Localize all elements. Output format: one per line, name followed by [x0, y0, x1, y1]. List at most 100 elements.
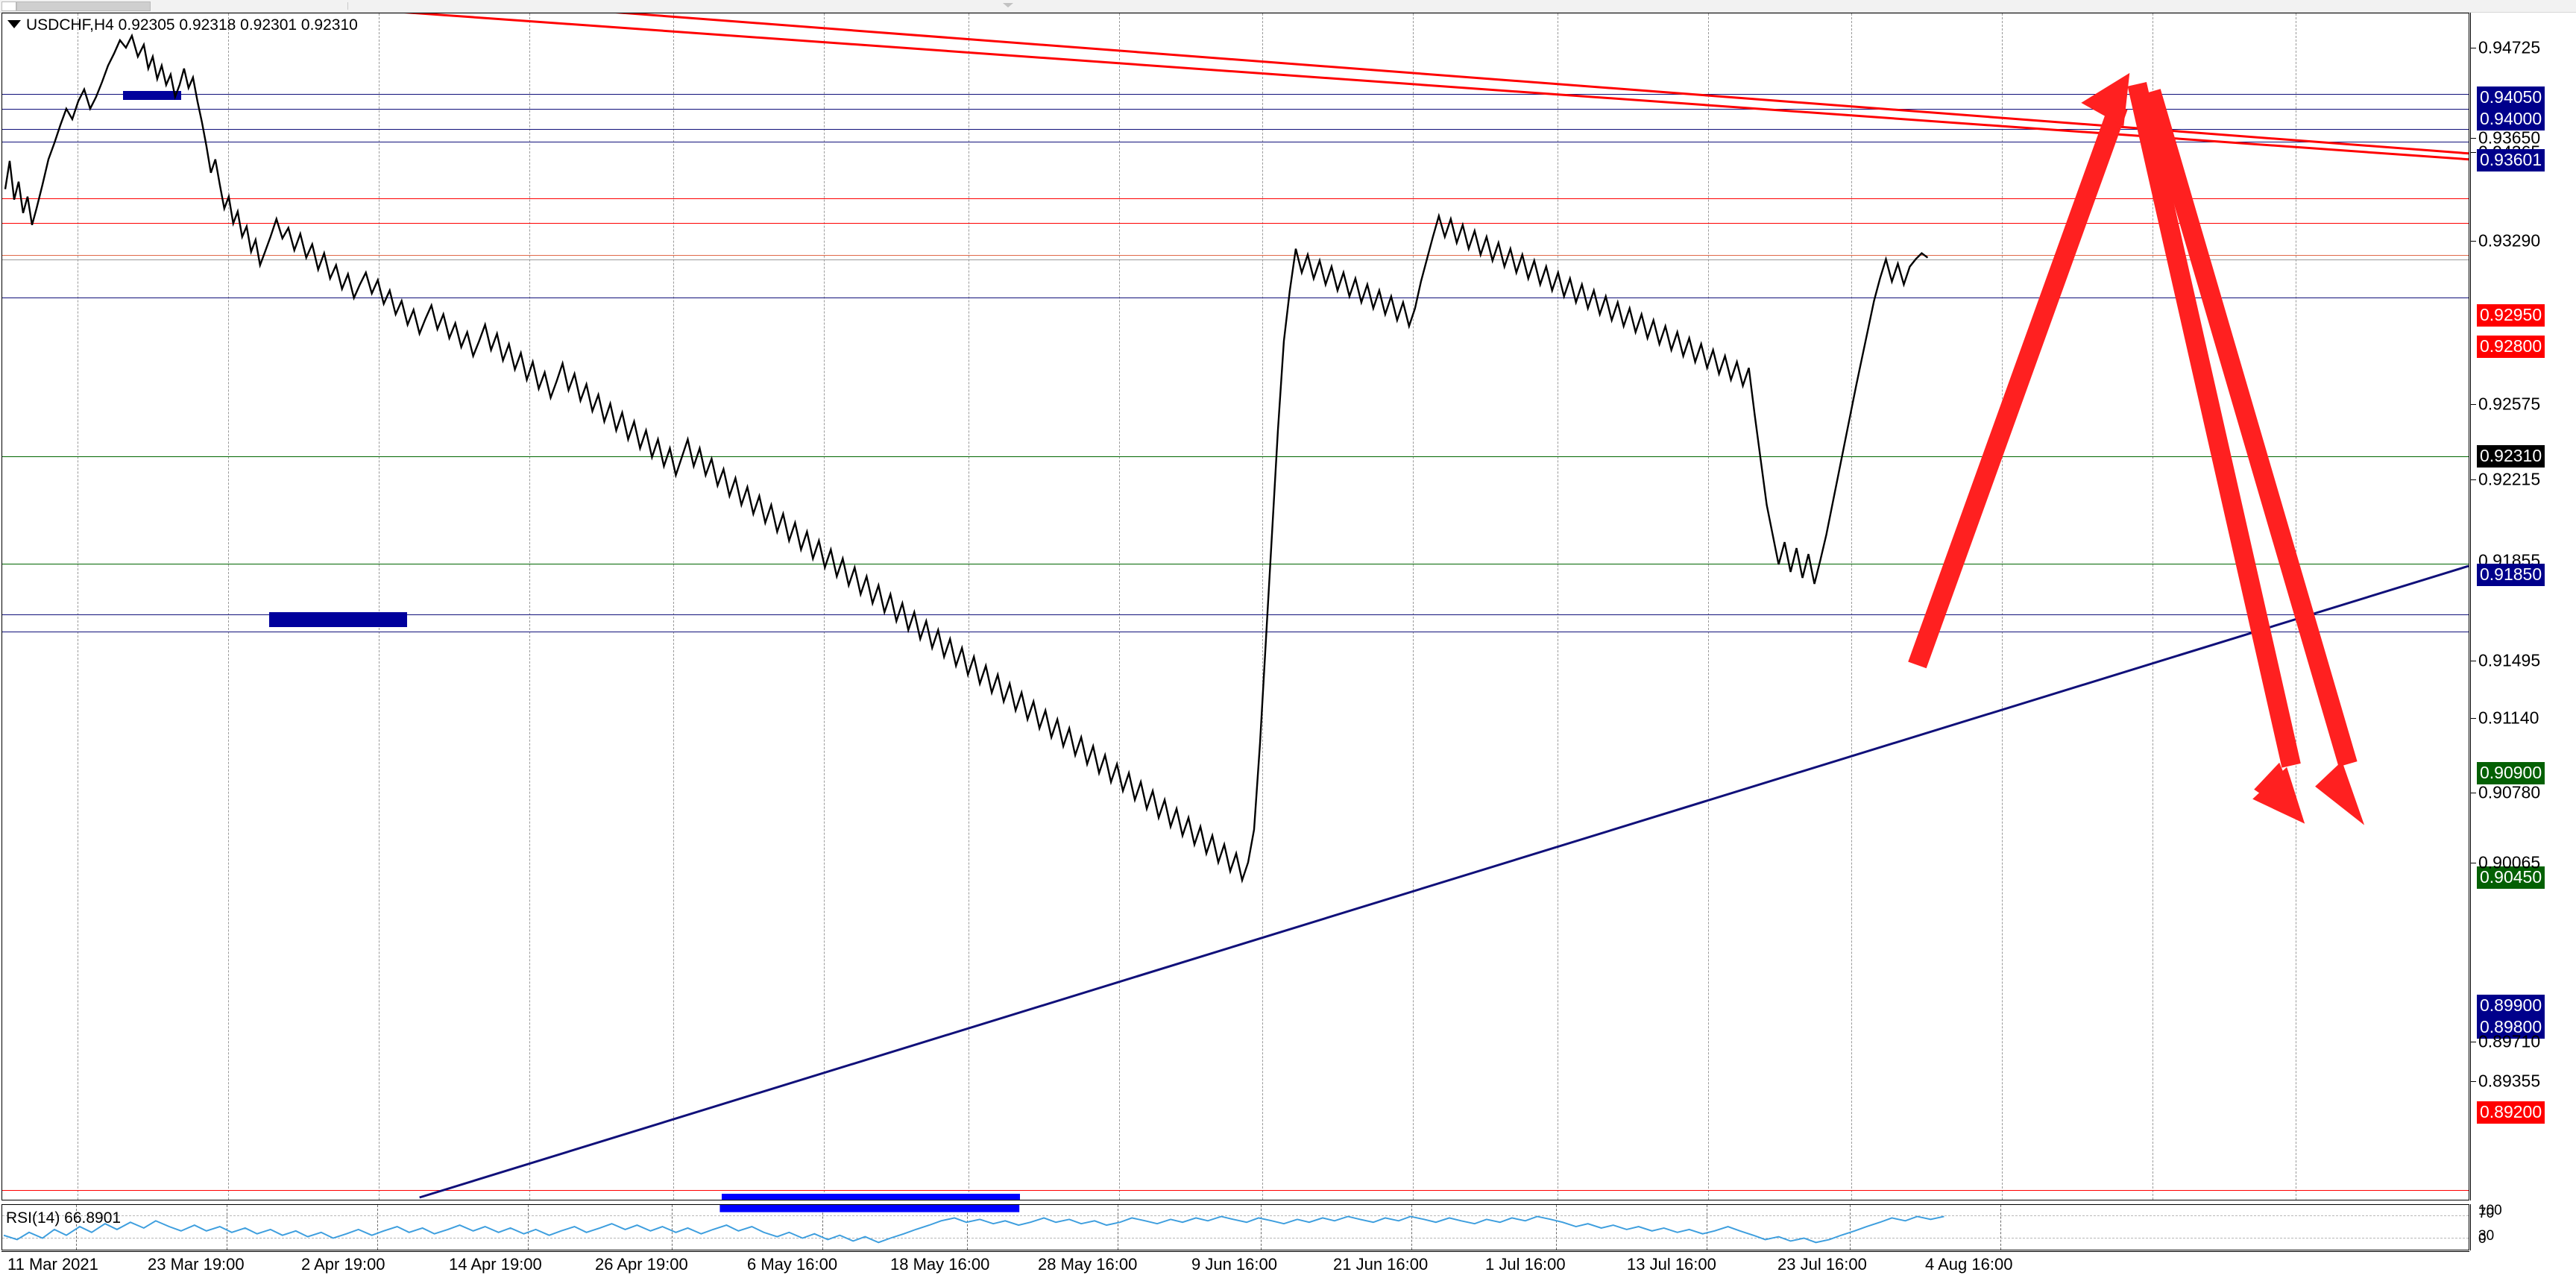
chart-dropdown-icon[interactable]	[7, 20, 21, 28]
grid-line-vertical	[673, 13, 674, 1200]
price-badge-0.92950: 0.92950	[2477, 304, 2545, 327]
window-top-strip	[0, 0, 2576, 13]
price-tick-label: 0.90065	[2478, 852, 2541, 872]
chart-drawing-layer	[4, 13, 2469, 1199]
grid-line-vertical	[2002, 13, 2003, 1200]
zone-band	[269, 612, 407, 627]
rsi-zone-band-layer	[719, 1205, 1020, 1212]
rsi-header-label: RSI(14) 66.8901	[6, 1209, 122, 1227]
price-badge-0.90900: 0.90900	[2477, 762, 2545, 784]
rsi-tick-0: 0	[2478, 1231, 2487, 1247]
price-tick	[2471, 1081, 2476, 1082]
grid-line-vertical	[228, 13, 229, 1200]
trendline-resistance-1	[404, 13, 2469, 161]
rsi-indicator-pane[interactable]	[1, 1204, 2469, 1250]
rsi-grid-vertical	[1411, 1205, 1412, 1250]
time-tick-label: 18 May 16:00	[890, 1255, 990, 1274]
symbol-header: USDCHF,H4 0.92305 0.92318 0.92301 0.9231…	[7, 16, 358, 34]
rsi-scale: 100 70 30 0	[2470, 1203, 2576, 1250]
strip-divider	[347, 2, 348, 10]
time-tick-label: 6 May 16:00	[747, 1255, 838, 1274]
grid-line-vertical	[1262, 13, 1263, 1200]
level-line-0.89900	[2, 614, 2469, 615]
level-line-0.93650	[2, 129, 2469, 130]
rsi-grid-70	[2, 1215, 2469, 1216]
level-line-0.89200	[2, 1190, 2469, 1191]
rsi-grid-vertical	[822, 1205, 823, 1250]
price-badge-0.94000: 0.94000	[2477, 108, 2545, 130]
price-tick	[2471, 152, 2476, 153]
time-tick-label: 14 Apr 19:00	[449, 1255, 542, 1274]
price-tick	[2471, 404, 2476, 405]
window-grip[interactable]	[1, 1, 16, 11]
rsi-grid-vertical	[1556, 1205, 1557, 1250]
level-line-0.92800	[2, 223, 2469, 224]
trendline-support	[419, 564, 2469, 1199]
time-tick-label: 21 Jun 16:00	[1333, 1255, 1429, 1274]
level-line-0.90900	[2, 456, 2469, 457]
price-tick-label: 0.94725	[2478, 37, 2541, 57]
price-badge-0.94050: 0.94050	[2477, 86, 2545, 109]
grid-line-vertical	[379, 13, 380, 1200]
time-tick-label: 9 Jun 16:00	[1191, 1255, 1277, 1274]
price-badge-0.93601: 0.93601	[2477, 149, 2545, 171]
price-tick	[2471, 138, 2476, 139]
price-tick-label: 0.92215	[2478, 469, 2541, 489]
price-tick-label: 0.89710	[2478, 1031, 2541, 1051]
rsi-tick-30: 30	[2478, 1228, 2495, 1244]
level-line-current-price-shadow	[2, 259, 2469, 260]
arrow-up-annotation	[1908, 72, 2130, 669]
rsi-grid-vertical	[2000, 1205, 2001, 1250]
rsi-grid-vertical	[377, 1205, 378, 1250]
grid-line-vertical	[1413, 13, 1414, 1200]
rsi-grid-vertical	[672, 1205, 673, 1250]
time-tick-label: 26 Apr 19:00	[595, 1255, 688, 1274]
rsi-series-layer	[3, 1215, 1944, 1244]
time-axis-separator	[1, 1251, 2469, 1252]
chevron-down-icon[interactable]	[1003, 3, 1013, 7]
price-series	[4, 33, 1929, 884]
price-chart-pane[interactable]	[1, 13, 2469, 1200]
rsi-grid-vertical	[1850, 1205, 1851, 1250]
price-tick-label: 0.91495	[2478, 650, 2541, 670]
rsi-grid-vertical	[967, 1205, 968, 1250]
grid-line-vertical	[1851, 13, 1852, 1200]
time-tick-label: 13 Jul 16:00	[1627, 1255, 1716, 1274]
level-line-0.92950	[2, 198, 2469, 199]
price-tick	[2471, 241, 2476, 242]
time-tick-label: 23 Jul 16:00	[1777, 1255, 1867, 1274]
level-line-0.94000	[2, 109, 2469, 110]
grid-line-vertical	[1119, 13, 1120, 1200]
level-line-current-price	[2, 255, 2469, 256]
price-scale[interactable]: 0.94725 0.94365 0.94050 0.94000 0.93650 …	[2470, 13, 2576, 1200]
time-tick-label: 11 Mar 2021	[7, 1255, 98, 1274]
price-badge-0.89800: 0.89800	[2477, 1016, 2545, 1039]
grid-line-vertical	[529, 13, 530, 1200]
level-line-0.94050	[2, 94, 2469, 95]
grid-line-vertical	[1708, 13, 1709, 1200]
horizontal-scrollbar[interactable]	[16, 1, 151, 11]
price-tick-label: 0.90780	[2478, 782, 2541, 802]
price-badge-0.90450: 0.90450	[2477, 866, 2545, 889]
price-tick	[2471, 479, 2476, 480]
price-badge-0.92800: 0.92800	[2477, 336, 2545, 358]
arrow-down-annotation-1	[2127, 82, 2305, 824]
price-tick-label: 0.91140	[2478, 708, 2539, 728]
time-tick-label: 1 Jul 16:00	[1485, 1255, 1566, 1274]
time-tick-label: 23 Mar 19:00	[148, 1255, 245, 1274]
grid-line-vertical	[824, 13, 825, 1200]
time-tick-label: 4 Aug 16:00	[1925, 1255, 2013, 1274]
zone-band	[722, 1194, 1020, 1200]
rsi-tick-100: 100	[2478, 1203, 2502, 1218]
trendline-resistance-2	[615, 13, 2469, 155]
price-tick-label: 0.92575	[2478, 394, 2541, 414]
rsi-grid-vertical	[528, 1205, 529, 1250]
time-axis[interactable]: 11 Mar 2021 23 Mar 19:00 2 Apr 19:00 14 …	[1, 1252, 2469, 1281]
price-badge-0.91850: 0.91850	[2477, 564, 2545, 586]
zone-band	[123, 91, 181, 100]
price-tick-label: 0.93290	[2478, 230, 2541, 251]
annotation-arrow-layer	[1908, 72, 2365, 825]
price-badge-0.89900: 0.89900	[2477, 995, 2545, 1017]
price-badge-current: 0.92310	[2477, 445, 2545, 468]
arrow-down-annotation-2	[2141, 89, 2365, 825]
